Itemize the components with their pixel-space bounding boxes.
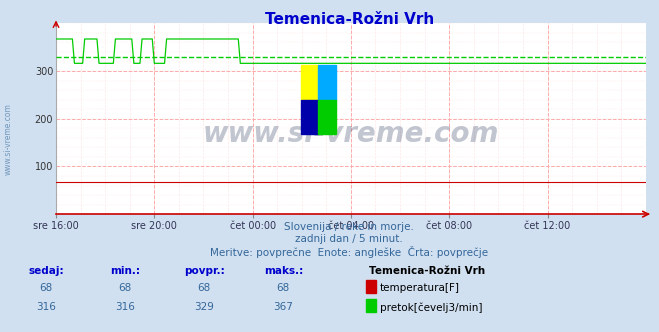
Text: 68: 68 [40,283,53,293]
Bar [318,65,336,100]
Text: temperatura[F]: temperatura[F] [380,283,459,293]
Text: 367: 367 [273,302,293,312]
Text: 68: 68 [198,283,211,293]
Text: Temenica-Rožni Vrh: Temenica-Rožni Vrh [369,266,485,276]
Bar [301,65,318,100]
Text: Temenica-Rožni Vrh: Temenica-Rožni Vrh [265,12,434,27]
Text: maks.:: maks.: [264,266,303,276]
Text: 68: 68 [277,283,290,293]
Bar [301,100,318,134]
Text: sedaj:: sedaj: [28,266,64,276]
Text: pretok[čevelj3/min]: pretok[čevelj3/min] [380,302,482,313]
Text: www.si-vreme.com: www.si-vreme.com [203,120,499,148]
Bar [318,100,336,134]
Text: zadnji dan / 5 minut.: zadnji dan / 5 minut. [295,234,403,244]
Text: 68: 68 [119,283,132,293]
Text: povpr.:: povpr.: [184,266,225,276]
Text: 329: 329 [194,302,214,312]
Text: Meritve: povprečne  Enote: angleške  Črta: povprečje: Meritve: povprečne Enote: angleške Črta:… [210,246,488,258]
Text: 316: 316 [36,302,56,312]
Text: 316: 316 [115,302,135,312]
Text: www.si-vreme.com: www.si-vreme.com [3,104,13,175]
Text: Slovenija / reke in morje.: Slovenija / reke in morje. [284,222,415,232]
Text: min.:: min.: [110,266,140,276]
